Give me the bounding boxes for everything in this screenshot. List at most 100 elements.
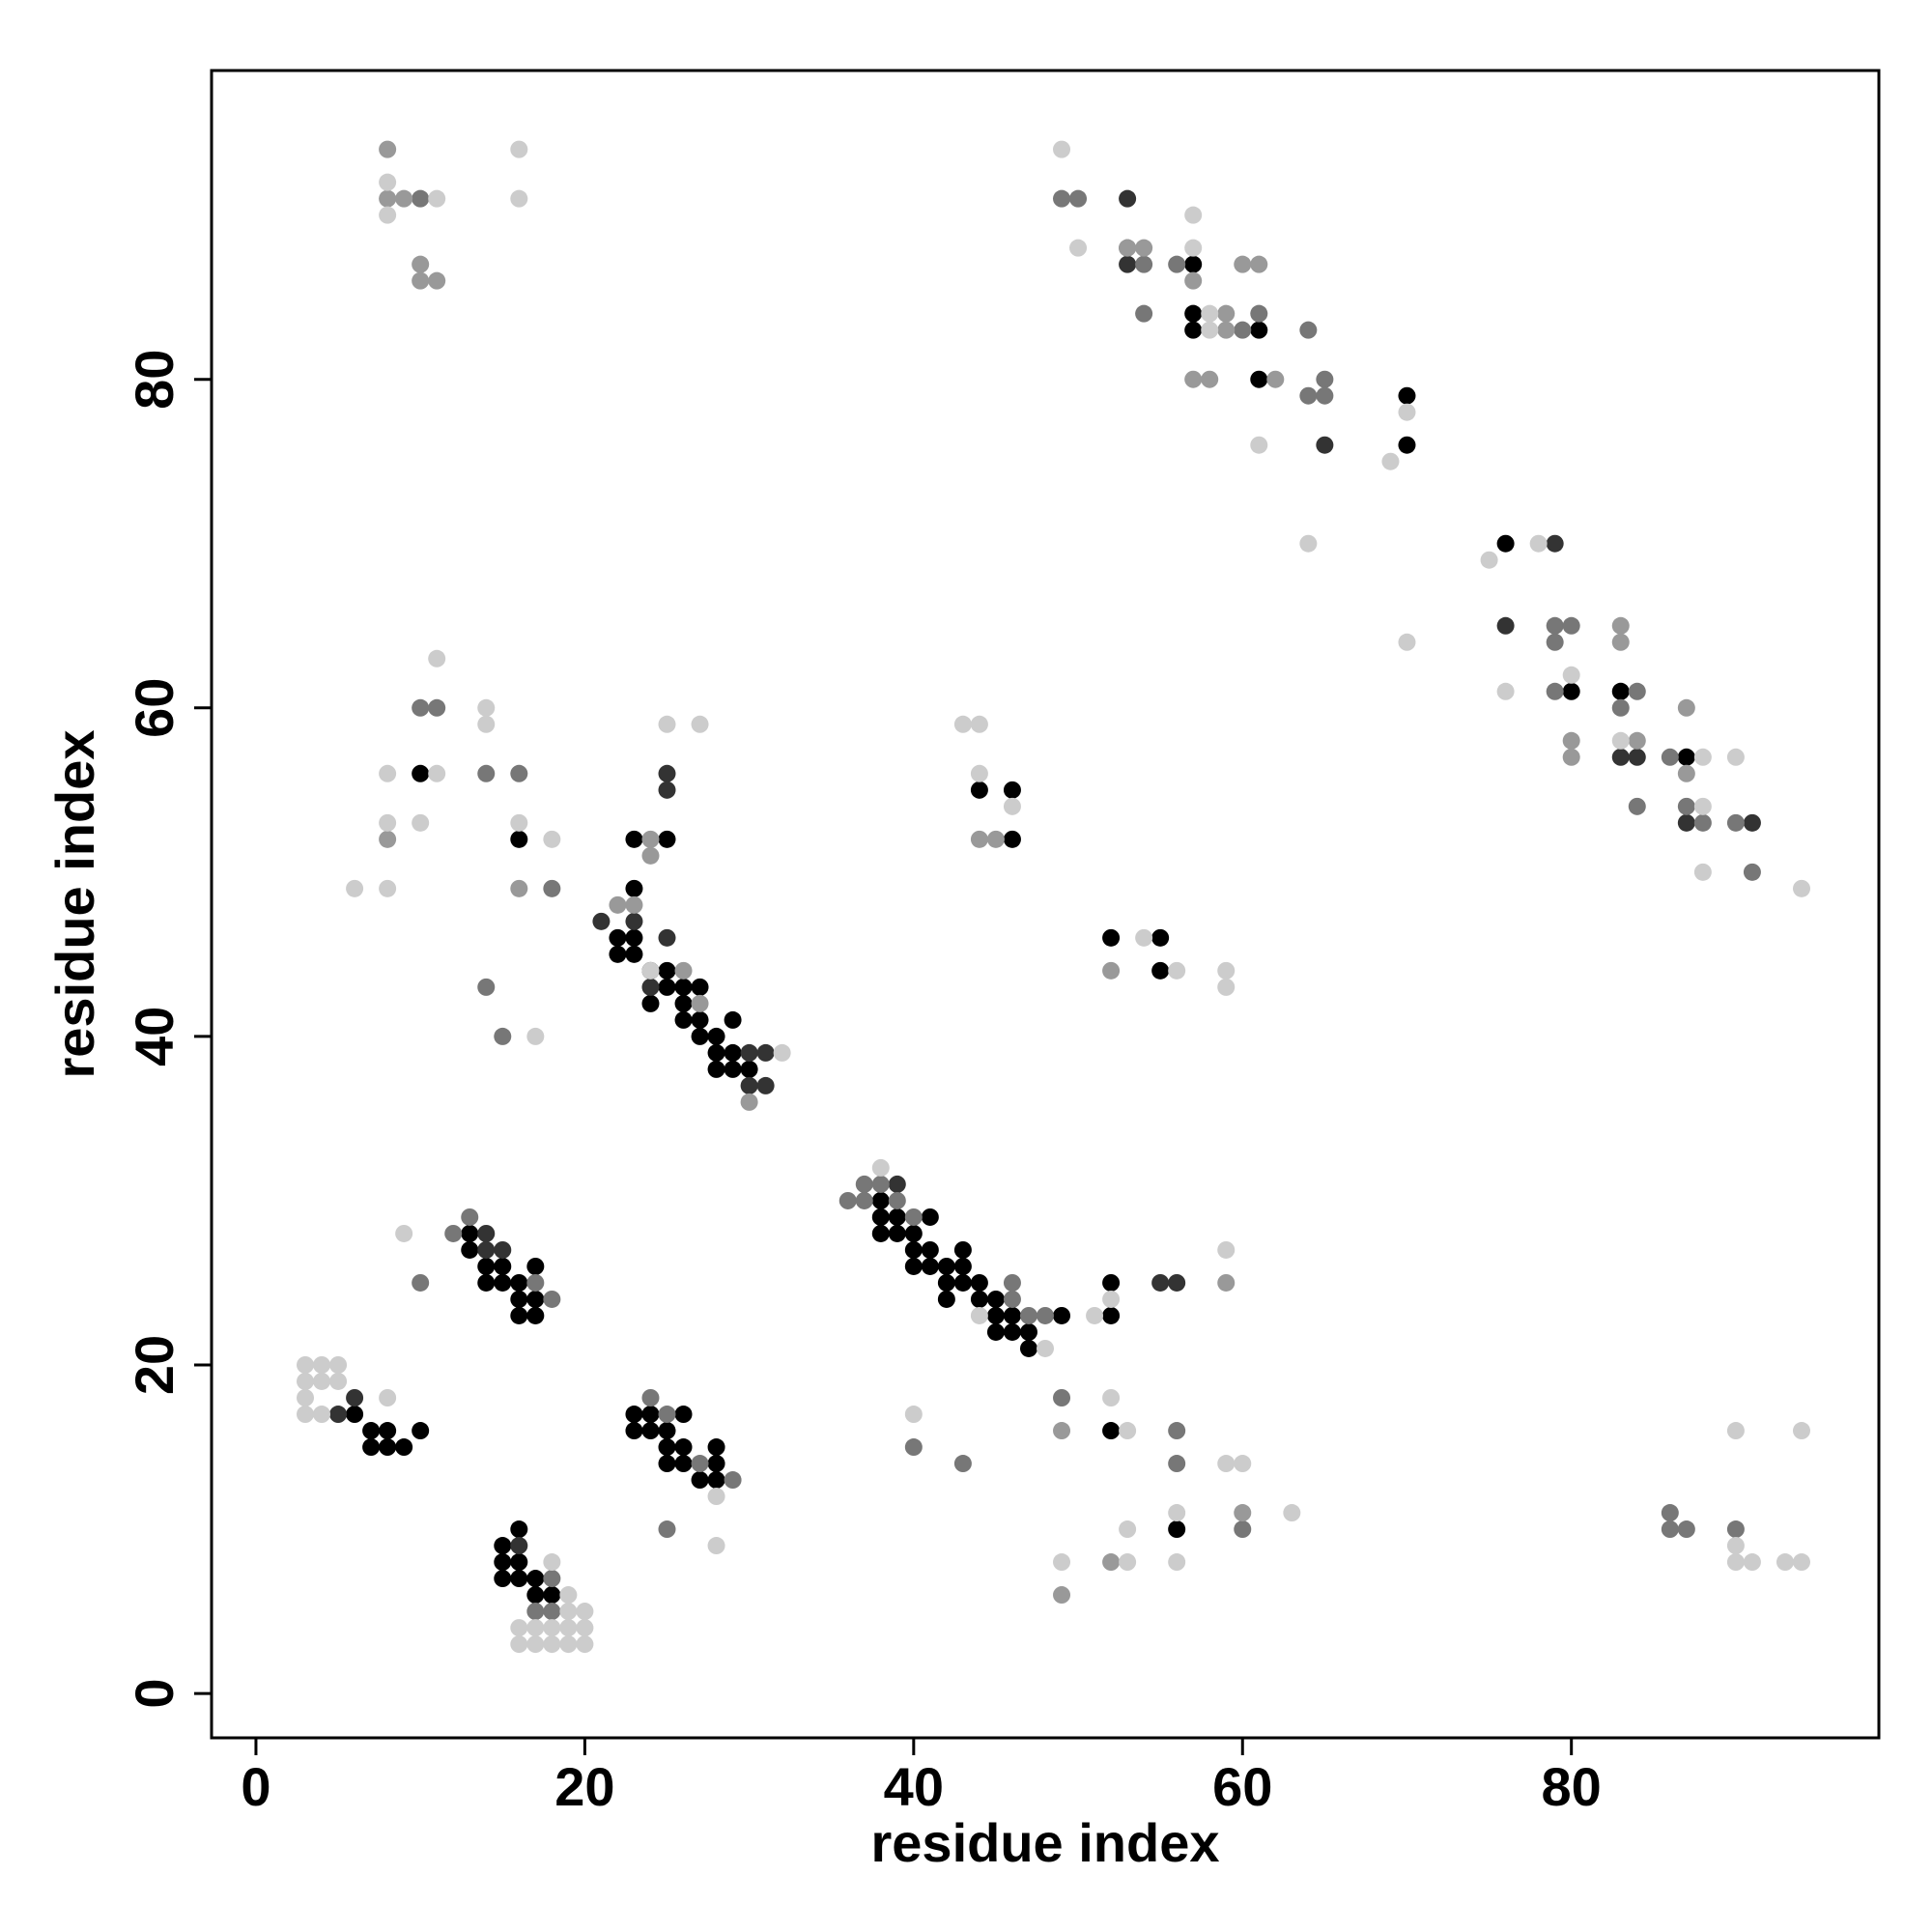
point: [888, 1175, 906, 1193]
point: [444, 1224, 463, 1242]
point: [1151, 961, 1170, 980]
point: [1250, 255, 1268, 273]
point: [1398, 403, 1416, 421]
point: [953, 1240, 972, 1259]
point: [395, 189, 413, 208]
point: [461, 1208, 479, 1226]
point: [1562, 731, 1580, 750]
point: [1299, 534, 1318, 553]
point: [691, 1010, 709, 1029]
point: [477, 764, 496, 782]
point: [1102, 1553, 1121, 1572]
point: [658, 781, 676, 799]
point: [724, 1010, 742, 1029]
point: [1003, 1290, 1021, 1308]
y-tick-label: 80: [124, 350, 185, 410]
point: [986, 1306, 1005, 1324]
point: [1053, 1306, 1071, 1324]
point: [1398, 633, 1416, 651]
point: [1266, 370, 1285, 388]
point: [510, 1635, 528, 1654]
point: [1677, 1520, 1695, 1539]
point: [526, 1257, 545, 1275]
point: [346, 1388, 364, 1406]
point: [871, 1191, 890, 1209]
point: [953, 715, 972, 733]
point: [346, 879, 364, 897]
point: [625, 1422, 643, 1440]
point: [921, 1240, 939, 1259]
point: [494, 1537, 512, 1555]
point: [1102, 1290, 1121, 1308]
point: [871, 1175, 890, 1193]
point: [559, 1586, 578, 1605]
point: [658, 830, 676, 848]
point: [379, 1388, 397, 1406]
point: [724, 1060, 742, 1078]
point: [379, 830, 397, 848]
point: [740, 1043, 758, 1062]
point: [543, 879, 561, 897]
point: [1496, 682, 1515, 700]
point: [477, 1257, 496, 1275]
point: [1217, 321, 1236, 339]
point: [1217, 978, 1236, 996]
point: [1135, 255, 1153, 273]
point: [707, 1537, 725, 1555]
point: [1628, 731, 1646, 750]
point: [1234, 1504, 1252, 1522]
point: [1053, 189, 1071, 208]
point: [937, 1290, 955, 1308]
point: [888, 1191, 906, 1209]
point: [1184, 255, 1203, 273]
point: [1677, 764, 1695, 782]
point: [625, 1406, 643, 1424]
point: [362, 1438, 381, 1457]
point: [559, 1603, 578, 1621]
point: [329, 1406, 348, 1424]
point: [1381, 452, 1400, 470]
point: [1003, 1322, 1021, 1341]
y-tick-label: 40: [124, 1007, 185, 1066]
point: [1019, 1322, 1037, 1341]
point: [674, 1010, 693, 1029]
point: [1184, 239, 1203, 257]
point: [1496, 616, 1515, 635]
point: [412, 189, 430, 208]
point: [1102, 1422, 1121, 1440]
point: [658, 1422, 676, 1440]
point: [559, 1619, 578, 1637]
y-tick-label: 60: [124, 678, 185, 738]
point: [888, 1224, 906, 1242]
point: [362, 1422, 381, 1440]
point: [1529, 534, 1548, 553]
point: [494, 1553, 512, 1572]
point: [1217, 961, 1236, 980]
point: [1184, 271, 1203, 290]
point: [871, 1224, 890, 1242]
point: [1234, 255, 1252, 273]
point: [592, 912, 611, 930]
point: [921, 1257, 939, 1275]
point: [691, 978, 709, 996]
point: [658, 715, 676, 733]
point: [526, 1027, 545, 1045]
point: [674, 1406, 693, 1424]
point: [773, 1043, 791, 1062]
point: [921, 1208, 939, 1226]
point: [609, 895, 627, 914]
point: [658, 961, 676, 980]
point: [625, 879, 643, 897]
point: [970, 715, 988, 733]
point: [970, 1306, 988, 1324]
point: [1562, 616, 1580, 635]
point: [1234, 1455, 1252, 1473]
point: [970, 764, 988, 782]
point: [1201, 370, 1219, 388]
x-tick-label: 20: [554, 1756, 614, 1817]
point: [740, 1076, 758, 1094]
point: [1250, 370, 1268, 388]
point: [461, 1240, 479, 1259]
point: [658, 928, 676, 947]
point: [494, 1257, 512, 1275]
